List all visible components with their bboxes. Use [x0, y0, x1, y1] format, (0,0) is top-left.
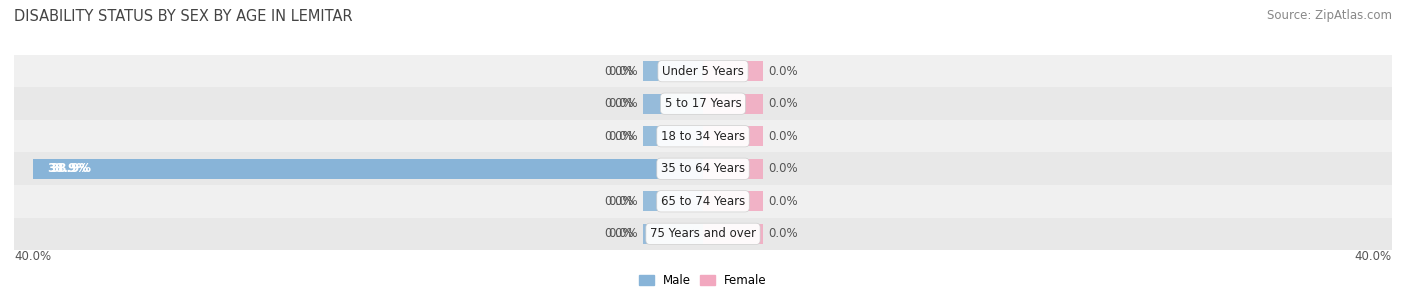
Text: 0.0%: 0.0% — [605, 130, 634, 143]
Bar — [643, 94, 703, 114]
Text: 0.0%: 0.0% — [607, 65, 637, 78]
Text: 0.0%: 0.0% — [605, 65, 634, 78]
Text: 0.0%: 0.0% — [605, 227, 634, 240]
Text: 0.0%: 0.0% — [607, 130, 637, 143]
Legend: Male, Female: Male, Female — [640, 274, 766, 287]
Text: 0.0%: 0.0% — [769, 65, 799, 78]
Bar — [643, 191, 703, 211]
Text: 0.0%: 0.0% — [607, 227, 637, 240]
Text: 38.9%: 38.9% — [46, 162, 87, 175]
Text: 40.0%: 40.0% — [1355, 250, 1392, 263]
Text: 35 to 64 Years: 35 to 64 Years — [661, 162, 745, 175]
Text: 0.0%: 0.0% — [769, 97, 799, 110]
Bar — [14, 120, 1392, 152]
Bar — [14, 88, 1392, 120]
Text: 75 Years and over: 75 Years and over — [650, 227, 756, 240]
Text: DISABILITY STATUS BY SEX BY AGE IN LEMITAR: DISABILITY STATUS BY SEX BY AGE IN LEMIT… — [14, 9, 353, 24]
Text: 0.0%: 0.0% — [605, 97, 634, 110]
Text: 18 to 34 Years: 18 to 34 Years — [661, 130, 745, 143]
Text: 0.0%: 0.0% — [607, 97, 637, 110]
Bar — [643, 126, 703, 146]
Bar — [703, 94, 763, 114]
Text: 0.0%: 0.0% — [769, 195, 799, 208]
Text: Under 5 Years: Under 5 Years — [662, 65, 744, 78]
Text: 0.0%: 0.0% — [769, 227, 799, 240]
Bar — [703, 126, 763, 146]
Bar — [703, 159, 763, 179]
Bar — [32, 159, 703, 179]
Text: 0.0%: 0.0% — [605, 195, 634, 208]
Text: 0.0%: 0.0% — [769, 130, 799, 143]
Bar — [14, 55, 1392, 88]
Text: 38.9%: 38.9% — [51, 162, 91, 175]
Text: 40.0%: 40.0% — [14, 250, 51, 263]
Bar — [703, 61, 763, 81]
Bar — [14, 152, 1392, 185]
Text: Source: ZipAtlas.com: Source: ZipAtlas.com — [1267, 9, 1392, 22]
Text: 0.0%: 0.0% — [607, 195, 637, 208]
Bar — [643, 61, 703, 81]
Text: 5 to 17 Years: 5 to 17 Years — [665, 97, 741, 110]
Bar — [14, 217, 1392, 250]
Text: 0.0%: 0.0% — [769, 162, 799, 175]
Bar — [703, 224, 763, 244]
Bar — [643, 224, 703, 244]
Text: 65 to 74 Years: 65 to 74 Years — [661, 195, 745, 208]
Bar — [703, 191, 763, 211]
Bar — [14, 185, 1392, 217]
